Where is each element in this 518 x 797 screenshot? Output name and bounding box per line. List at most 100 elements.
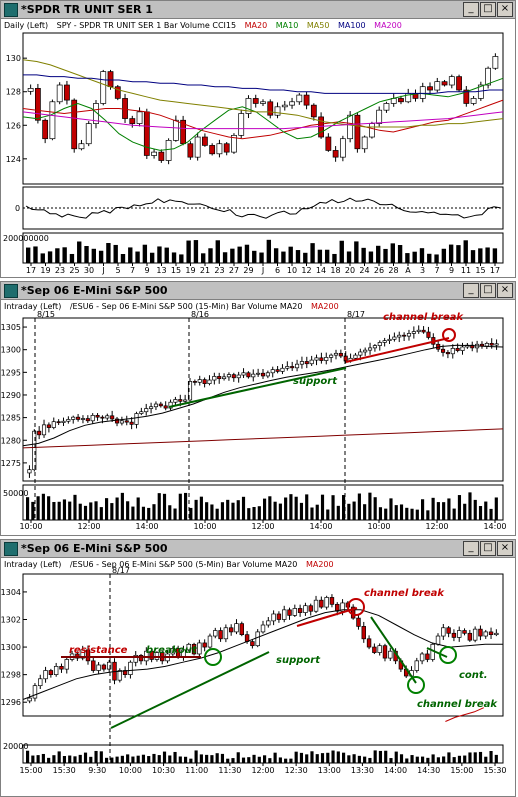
volume-bar [363,756,367,763]
volume-bar [294,496,298,520]
window-titlebar[interactable]: *SPDR TR UNIT SER 1 _ □ × [1,1,515,19]
candle-body [197,379,202,383]
y-tick-label: 1304 [1,588,21,597]
volume-bar [68,755,72,763]
candle-body [32,685,38,699]
daily-chart-window: *SPDR TR UNIT SER 1 _ □ × Daily (Left) S… [0,0,516,278]
window-titlebar[interactable]: *Sep 06 E-Mini S&P 500 _ □ × [1,540,515,558]
maximize-button[interactable]: □ [480,283,496,298]
volume-bar [436,502,440,520]
candle-body [250,641,255,647]
candle-body [238,113,245,136]
candle-body [308,605,313,612]
candle-body [329,597,335,605]
volume-bar [363,504,367,520]
volume-bar [244,244,250,263]
volume-bar [52,501,56,520]
candle-body [27,697,32,702]
candle-body [218,630,223,640]
volume-bar [405,507,409,520]
volume-bar [419,248,425,263]
plot-frame [22,317,504,482]
candle-body [110,415,115,420]
candle-body [61,420,66,423]
volume-bar [427,253,432,263]
annotation-channel-break: channel break [383,312,464,323]
volume-bar [173,751,177,763]
candle-body [472,628,478,641]
candle-body [434,81,441,91]
volume-bar [320,494,325,520]
volume-bar [346,251,352,263]
support-trend-line [168,367,347,408]
volume-bar [284,497,288,520]
volume-bar [442,756,446,763]
minimize-button[interactable]: _ [463,541,479,556]
chart-app-icon [4,284,18,298]
y-tick-label: 1300 [1,643,21,652]
x-tick-label: 15 [171,266,181,275]
volume-bar [389,498,393,520]
candle-body [59,666,64,670]
minimize-button[interactable]: _ [463,283,479,298]
candle-body [93,103,99,124]
x-tick-label: 12:00 [251,766,274,775]
candle-body [318,116,324,138]
x-tick-label: 9 [449,266,454,275]
candle-body [377,342,382,346]
volume-bar [83,752,88,763]
volume-bar [295,250,301,263]
volume-bar [463,240,468,263]
volume-bar [399,754,404,763]
plot-frame [22,573,504,717]
volume-bar [463,503,467,520]
volume-bar [147,507,151,520]
maximize-button[interactable]: □ [480,541,496,556]
header-item: MA50 [306,21,330,30]
annotation-resistance: resistance [69,645,128,656]
volume-bar [470,250,476,263]
five-minute-price-chart[interactable]: 1296 1298 1300 1302 1304 15:00 15:30 9:30 10:00 1… [1,540,515,796]
candle-body [402,334,407,337]
close-button[interactable]: × [497,541,513,556]
volume-bar [342,495,346,520]
header-item: /ESU6 - Sep 06 E-Mini S&P 500 (5-Min) Ba… [69,560,298,569]
candle-body [275,369,280,372]
close-button[interactable]: × [497,2,513,17]
day-label: 8/17 [347,310,365,319]
volume-bar [47,496,51,520]
volume-bar [94,501,98,520]
volume-bar [368,492,372,520]
candle-body [319,357,324,361]
volume-bar [179,254,184,263]
volume-bar [241,496,246,520]
x-tick-label: 6 [275,266,280,275]
candle-body [246,372,251,378]
volume-bar [305,754,309,763]
minimize-button[interactable]: _ [463,2,479,17]
candle-body [267,101,274,116]
candle-body [251,373,256,378]
volume-bar [168,755,172,763]
x-tick-label: 19 [40,266,50,275]
candle-body [183,399,188,402]
x-tick-label: 17 [490,266,500,275]
header-item: MA100 [337,21,366,30]
candle-body [392,336,397,340]
volume-bar [299,752,304,763]
close-button[interactable]: × [497,283,513,298]
fifteen-minute-price-chart[interactable]: 1275 1280 1285 1290 1295 1300 1305 10:00 12:00 14… [1,282,515,535]
volume-bar [26,247,31,263]
window-titlebar[interactable]: *Sep 06 E-Mini S&P 500 _ □ × [1,282,515,300]
candle-body [117,670,123,681]
volume-bar [236,500,240,520]
candle-body [53,666,59,675]
volume-bar [205,502,209,520]
volume-bar [468,752,472,763]
volume-bar [447,498,451,520]
candle-body [457,630,462,638]
volume-bar [310,507,314,520]
volume-bar [33,246,38,263]
maximize-button[interactable]: □ [480,2,496,17]
